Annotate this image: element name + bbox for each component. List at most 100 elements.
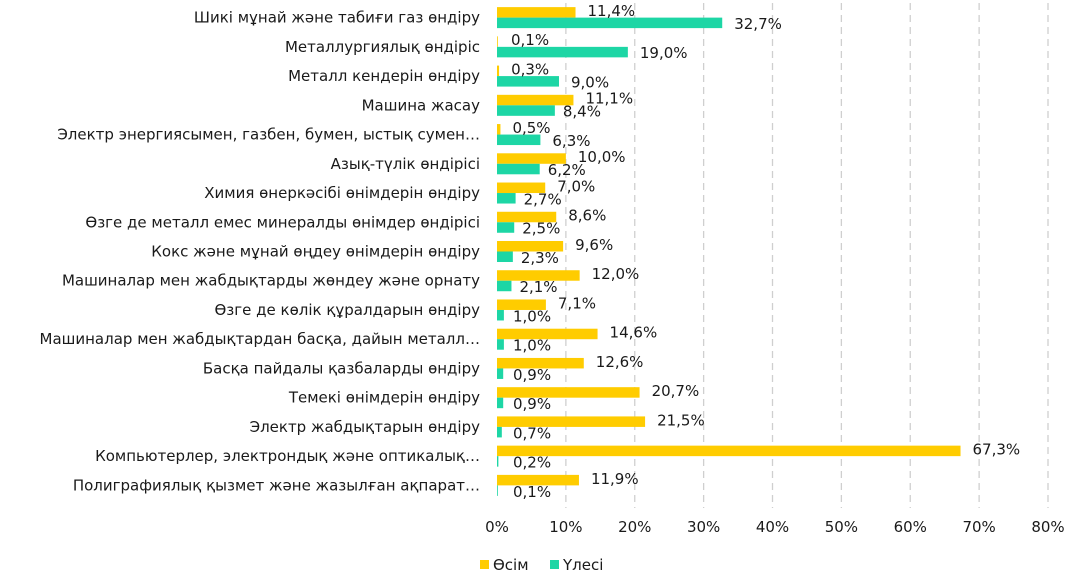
gridlines: [565, 3, 1049, 508]
data-label-ulesi: 19,0%: [640, 44, 688, 62]
category-label: Машиналар мен жабдықтарды жөндеу және ор…: [62, 272, 480, 290]
data-label-ulesi: 2,7%: [524, 190, 562, 208]
category-label: Машина жасау: [362, 96, 481, 114]
category-label: Машиналар мен жабдықтардан басқа, дайын …: [40, 330, 480, 348]
category-label: Химия өнеркәсібі өнімдерін өндіру: [204, 184, 480, 202]
data-label-osim: 14,6%: [610, 324, 658, 342]
bar-osim: [497, 94, 574, 106]
category-label: Электр жабдықтарын өндіру: [250, 418, 481, 436]
bar-osim: [497, 36, 498, 47]
data-label-osim: 7,1%: [558, 294, 596, 312]
bar-ulesi: [497, 426, 502, 438]
x-tick-label: 70%: [962, 518, 995, 536]
bar-ulesi: [497, 105, 555, 116]
data-label-osim: 0,3%: [511, 60, 549, 78]
bar-ulesi: [497, 134, 541, 146]
data-labels: 11,4% 32,7% 0,1% 19,0% 0,3% 9,0%11,1%8,4% 0,5%…: [511, 2, 1020, 501]
legend-label-osim: Өсім: [493, 556, 529, 574]
bar-osim: [497, 241, 564, 252]
legend: Өсім Үлесі: [480, 556, 603, 574]
x-tick-label: 80%: [1031, 518, 1064, 536]
bar-osim: [497, 416, 646, 427]
bar-ulesi: [497, 251, 513, 262]
bar-ulesi: [497, 456, 499, 467]
data-label-osim: 0,5%: [512, 119, 550, 137]
data-label-ulesi: 6,3%: [552, 132, 590, 150]
bar-ulesi: [497, 309, 504, 321]
legend-swatch-ulesi: [550, 560, 559, 569]
bar-osim: [497, 182, 546, 194]
x-tick-label: 0%: [485, 518, 509, 536]
data-label-ulesi: 0,2%: [513, 454, 551, 472]
data-label-ulesi: 0,9%: [513, 395, 551, 413]
bar-ulesi: [497, 76, 559, 87]
bar-ulesi: [497, 17, 723, 29]
data-label-ulesi: 0,1%: [513, 483, 551, 501]
data-label-ulesi: 8,4%: [563, 103, 601, 121]
bar-ulesi: [497, 46, 628, 58]
legend-label-ulesi: Үлесі: [562, 556, 603, 574]
data-label-osim: 11,4%: [588, 2, 636, 20]
category-label: Темекі өнімдерін өндіру: [288, 389, 480, 407]
data-label-osim: 12,0%: [592, 265, 640, 283]
data-label-ulesi: 9,0%: [571, 73, 609, 91]
category-label: Шикі мұнай және табиғи газ өндіру: [194, 9, 480, 27]
bar-osim: [497, 153, 566, 164]
x-tick-label: 20%: [618, 518, 651, 536]
category-label: Кокс және мұнай өңдеу өнімдерін өндіру: [151, 243, 480, 261]
data-label-osim: 67,3%: [973, 441, 1021, 459]
bar-ulesi: [497, 193, 516, 204]
data-label-ulesi: 2,3%: [521, 249, 559, 267]
bar-ulesi: [497, 339, 504, 350]
bar-osim: [497, 474, 579, 486]
category-label: Өзге де көлік құралдарын өндіру: [214, 301, 480, 319]
data-label-osim: 9,6%: [575, 236, 613, 254]
data-label-ulesi: 0,7%: [513, 424, 551, 442]
bar-osim: [497, 387, 640, 398]
category-label: Өзге де металл емес минералды өнімдер өн…: [85, 213, 480, 231]
bar-osim: [497, 124, 501, 135]
bar-osim: [497, 328, 598, 340]
data-label-ulesi: 1,0%: [513, 307, 551, 325]
bar-ulesi: [497, 222, 515, 233]
data-label-osim: 7,0%: [557, 177, 595, 195]
data-label-osim: 11,1%: [585, 90, 633, 108]
bar-osim: [497, 7, 576, 18]
bar-ulesi: [497, 280, 512, 292]
category-label: Азық-түлік өндірісі: [331, 155, 480, 173]
x-tick-label: 50%: [825, 518, 858, 536]
data-label-osim: 8,6%: [568, 207, 606, 225]
category-label: Электр энергиясымен, газбен, бумен, ысты…: [57, 126, 480, 144]
data-label-ulesi: 2,5%: [522, 220, 560, 238]
x-axis-tick-labels: 0% 10% 20% 30% 40% 50% 60% 70% 80%: [485, 518, 1065, 536]
bar-osim: [497, 65, 500, 77]
bar-ulesi: [497, 368, 504, 379]
bars: [497, 7, 961, 496]
data-label-osim: 11,9%: [591, 470, 639, 488]
bar-ulesi: [497, 485, 498, 496]
category-label: Полиграфиялық қызмет және жазылған ақпар…: [73, 476, 480, 494]
data-label-ulesi: 1,0%: [513, 337, 551, 355]
data-label-ulesi: 32,7%: [734, 15, 782, 33]
bar-osim: [497, 357, 584, 369]
x-tick-label: 40%: [756, 518, 789, 536]
bar-osim: [497, 270, 580, 281]
category-label: Металл кендерін өндіру: [288, 67, 480, 85]
bar-ulesi: [497, 397, 504, 409]
x-tick-label: 60%: [894, 518, 927, 536]
category-labels: Шикі мұнай және табиғи газ өндіру Металлу…: [40, 9, 481, 495]
data-label-osim: 10,0%: [578, 148, 626, 166]
data-label-osim: 20,7%: [652, 382, 700, 400]
x-tick-label: 30%: [687, 518, 720, 536]
data-label-ulesi: 0,9%: [513, 366, 551, 384]
data-label-ulesi: 2,1%: [519, 278, 557, 296]
category-label: Металлургиялық өндіріс: [285, 38, 480, 56]
data-label-osim: 12,6%: [596, 353, 644, 371]
category-label: Компьютерлер, электрондық және оптикалық…: [95, 447, 480, 465]
bar-osim: [497, 445, 961, 457]
data-label-ulesi: 6,2%: [548, 161, 586, 179]
bar-osim: [497, 211, 557, 223]
x-tick-label: 10%: [549, 518, 582, 536]
